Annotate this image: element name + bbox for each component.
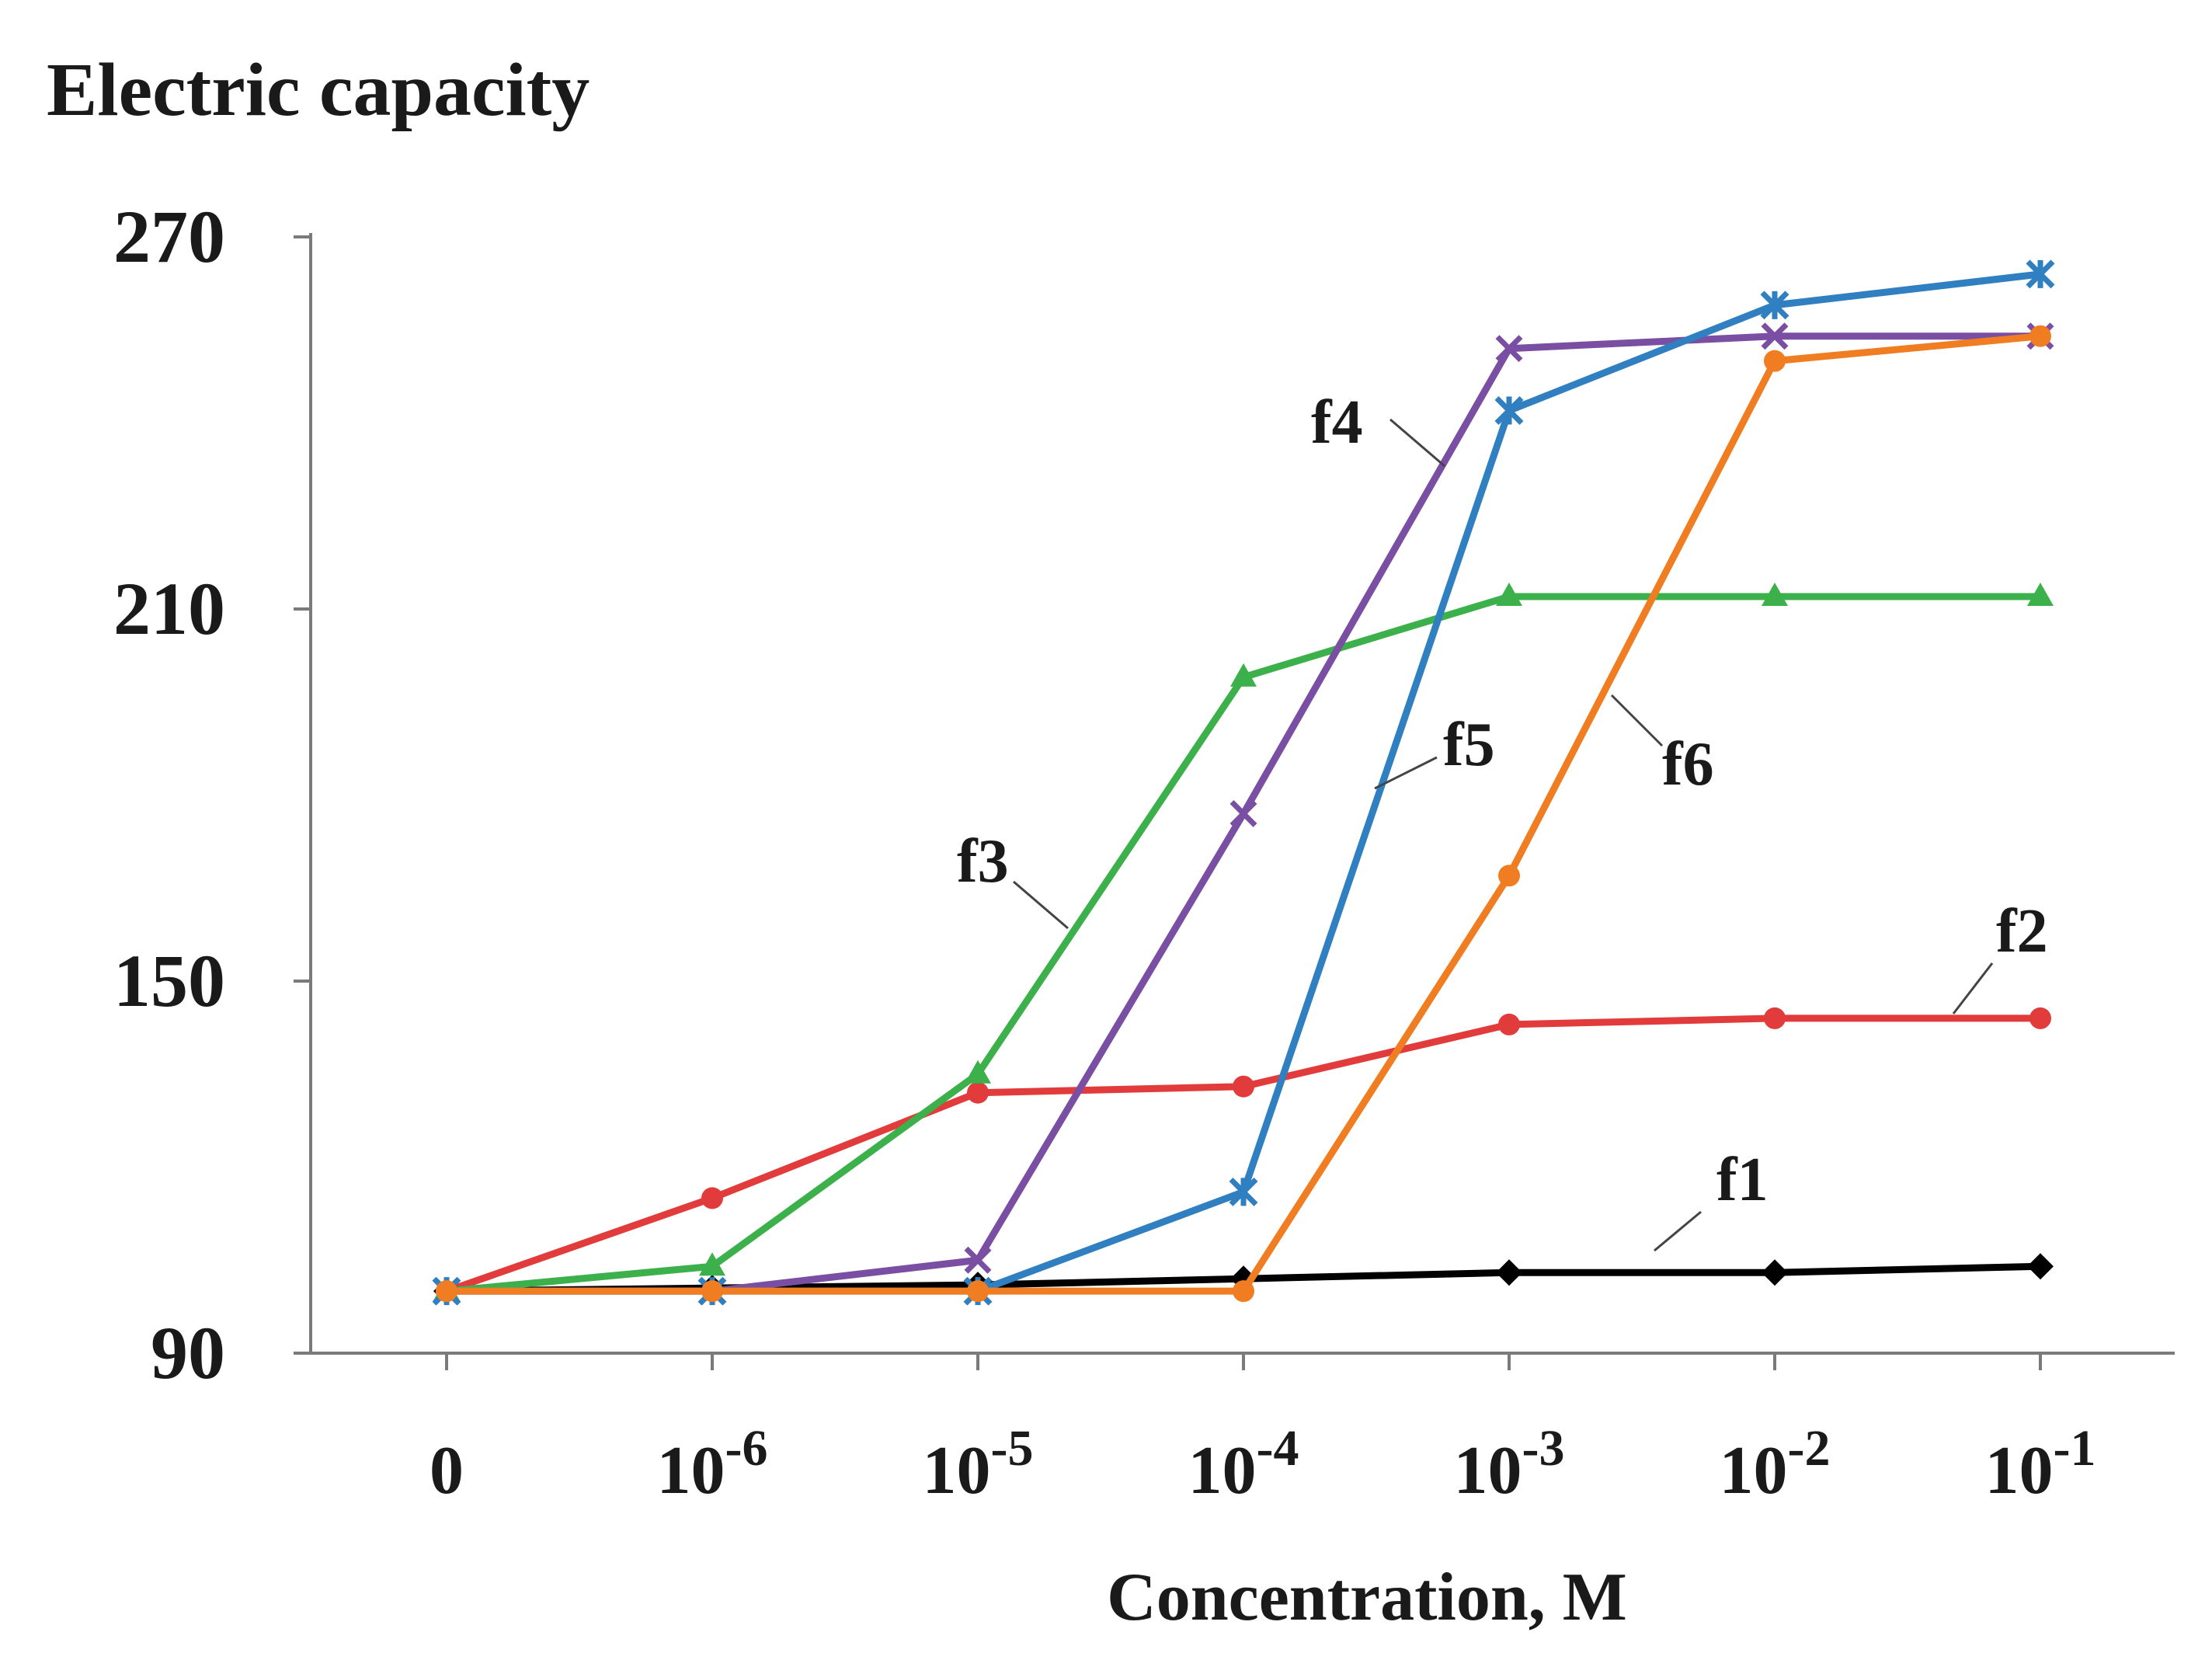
leader-line-f4 xyxy=(1389,418,1445,468)
data-point xyxy=(1498,865,1520,887)
data-point xyxy=(1229,799,1257,827)
series-label-f5: f5 xyxy=(1443,711,1495,779)
series-labels: f1 f2 f3 f4 f5 f6 xyxy=(957,388,2048,1252)
x-tick-label: 10-1 xyxy=(1985,1420,2096,1509)
data-point xyxy=(2027,1253,2054,1280)
data-point xyxy=(1495,335,1523,363)
series-f5 xyxy=(432,259,2055,1306)
series-label-f1: f1 xyxy=(1716,1146,1769,1214)
data-point xyxy=(967,1280,989,1303)
leader-line-f5 xyxy=(1374,756,1438,790)
data-point xyxy=(2029,1007,2051,1029)
leader-line-f3 xyxy=(1013,880,1069,930)
data-point xyxy=(1233,1075,1254,1098)
data-point xyxy=(1762,583,1788,607)
data-point xyxy=(965,1060,991,1084)
data-point xyxy=(1229,1177,1258,1206)
data-point xyxy=(1496,1259,1522,1286)
x-tick-label: 10-3 xyxy=(1454,1420,1565,1509)
leader-line-f1 xyxy=(1654,1210,1702,1252)
data-point xyxy=(701,1280,723,1303)
x-tick-label: 10-5 xyxy=(923,1420,1034,1509)
series-line-f2 xyxy=(445,1014,2040,1295)
series-label-f2: f2 xyxy=(1996,897,2048,966)
y-tick-label: 150 xyxy=(113,939,225,1022)
data-point xyxy=(2027,583,2054,607)
x-axis-ticks: 0 10-6 10-5 10-4 10-3 10-2 10-1 xyxy=(430,1353,2095,1509)
data-point xyxy=(964,1246,992,1274)
data-point xyxy=(1230,663,1257,687)
series-label-f4: f4 xyxy=(1311,388,1363,457)
data-point xyxy=(967,1081,989,1104)
series-f4 xyxy=(433,322,2054,1305)
series-line-f5 xyxy=(447,270,2041,1295)
series-f6 xyxy=(436,325,2051,1303)
data-point xyxy=(701,1187,723,1209)
data-point xyxy=(1760,291,1789,320)
data-point xyxy=(2026,259,2055,289)
data-point xyxy=(1764,350,1786,372)
chart-title: Electric capacity xyxy=(47,48,590,132)
x-tick-label: 10-6 xyxy=(657,1420,768,1509)
y-tick-label: 270 xyxy=(113,195,225,278)
data-point xyxy=(1233,1280,1254,1303)
series-group xyxy=(432,259,2055,1306)
data-point xyxy=(1762,1259,1788,1286)
data-point xyxy=(2029,325,2051,347)
data-point xyxy=(699,1252,725,1276)
x-axis-title: Concentration, M xyxy=(1107,1560,1627,1635)
y-axis-ticks: 90 150 210 270 xyxy=(113,195,311,1394)
leader-line-f2 xyxy=(1952,962,1994,1014)
data-point xyxy=(1494,396,1524,426)
series-f2 xyxy=(436,1007,2051,1303)
x-tick-label: 10-4 xyxy=(1188,1420,1299,1509)
leader-line-f6 xyxy=(1610,694,1664,747)
x-tick-label: 10-2 xyxy=(1720,1420,1831,1509)
data-point xyxy=(1498,1013,1520,1035)
y-tick-label: 90 xyxy=(151,1311,225,1394)
data-point xyxy=(1764,1007,1786,1029)
y-tick-label: 210 xyxy=(113,567,225,650)
data-point xyxy=(1496,583,1522,607)
x-tick-label: 0 xyxy=(430,1433,464,1509)
series-label-f6: f6 xyxy=(1662,730,1714,799)
data-point xyxy=(436,1280,457,1303)
series-label-f3: f3 xyxy=(957,827,1009,896)
data-point xyxy=(1761,322,1789,350)
